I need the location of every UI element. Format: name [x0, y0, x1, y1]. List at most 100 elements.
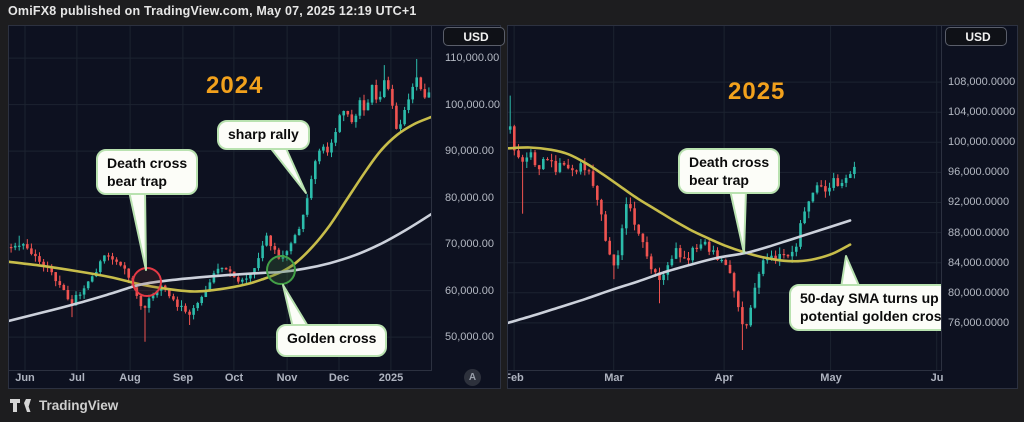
- candle-up: [674, 242, 678, 260]
- price-axis-2025[interactable]: USD 108,000.0000 104,000.0000 100,000.0000…: [941, 26, 1017, 368]
- candle-down: [836, 174, 840, 187]
- candle-down: [115, 257, 118, 265]
- candle-down: [66, 285, 70, 301]
- candle-up: [147, 294, 151, 313]
- candle-up: [90, 275, 94, 283]
- candle-down: [641, 233, 645, 248]
- 50-day-sma-line: [9, 115, 431, 293]
- candle-up: [383, 65, 386, 99]
- 200-day-sma-line: [9, 213, 431, 323]
- candle-up: [795, 243, 798, 257]
- candle-up: [245, 274, 248, 284]
- time-axis-2025[interactable]: Feb Mar Apr May Ju: [508, 368, 1017, 388]
- candle-down: [608, 237, 611, 256]
- chart-plot-2025[interactable]: 2025 Death cross bear trap 50-day SMA turns…: [508, 26, 942, 371]
- time-tick-label: May: [820, 372, 842, 384]
- candle-down: [745, 323, 748, 329]
- candle-down: [513, 124, 516, 156]
- candle-down: [374, 79, 378, 104]
- price-tick-label: 108,000.0000: [948, 76, 1016, 88]
- candlestick-series: [9, 59, 431, 342]
- candle-down: [637, 224, 640, 236]
- chart-plot-2024[interactable]: 2024 Death cross bear trap sharp rally Golde…: [9, 26, 432, 371]
- candle-up: [807, 200, 811, 219]
- candle-up: [828, 182, 831, 196]
- candle-up: [427, 87, 431, 98]
- price-tick-label: 96,000.0000: [948, 166, 1010, 178]
- circle-golden-cross: [266, 255, 296, 285]
- candle-down: [732, 271, 736, 298]
- time-tick-label: 2025: [378, 372, 404, 384]
- candle-down: [38, 252, 41, 264]
- candle-down: [224, 267, 228, 270]
- candle-up: [691, 246, 694, 263]
- price-tick-label: 88,000.0000: [948, 227, 1010, 239]
- time-tick-label: Apr: [714, 372, 734, 384]
- time-tick-label: Feb: [508, 372, 524, 384]
- candle-up: [82, 285, 86, 299]
- candle-up: [338, 113, 341, 133]
- gridlines: [9, 26, 431, 370]
- candle-down: [26, 239, 29, 250]
- candle-down: [629, 197, 632, 212]
- candle-up: [799, 220, 802, 250]
- candle-up: [358, 97, 362, 119]
- candle-up: [508, 95, 512, 134]
- bubble-golden-cross: Golden cross: [276, 324, 388, 357]
- candle-up: [415, 59, 418, 91]
- candle-down: [391, 84, 394, 109]
- currency-button[interactable]: USD: [443, 27, 505, 46]
- candle-up: [330, 139, 333, 158]
- candle-up: [703, 239, 707, 246]
- candle-down: [395, 102, 398, 130]
- tradingview-brand-link[interactable]: TradingView: [10, 398, 118, 413]
- candle-up: [354, 113, 358, 128]
- candle-up: [849, 171, 852, 179]
- price-tick-label: 76,000.0000: [948, 317, 1010, 329]
- candle-up: [192, 305, 195, 320]
- 200-day-sma-line: [508, 219, 852, 325]
- candle-up: [757, 271, 761, 294]
- candle-up: [265, 232, 268, 247]
- currency-button[interactable]: USD: [945, 27, 1007, 46]
- candle-down: [350, 109, 354, 124]
- candle-down: [587, 168, 591, 175]
- bubble-sharp-rally: sharp rally: [217, 120, 310, 150]
- candle-up: [712, 245, 715, 255]
- price-tick-label: 70,000.00: [445, 238, 494, 250]
- bubble-sma-turns-up: 50-day SMA turns up forpotential golden …: [789, 284, 941, 331]
- candle-up: [558, 158, 562, 174]
- candle-up: [542, 157, 545, 170]
- candle-down: [683, 250, 686, 259]
- candle-up: [815, 182, 819, 195]
- candle-down: [550, 153, 553, 168]
- candle-down: [546, 157, 549, 161]
- candle-up: [620, 224, 624, 260]
- candle-down: [649, 253, 653, 274]
- candle-down: [782, 249, 786, 259]
- candle-down: [273, 242, 277, 254]
- chart-panel-2025: 2025 Death cross bear trap 50-day SMA turns…: [507, 25, 1018, 389]
- candle-up: [301, 214, 305, 233]
- price-axis-2024[interactable]: USD 110,000.00 100,000.00 90,000.00 80,000.…: [431, 26, 505, 368]
- time-axis-2024[interactable]: A Jun Jul Aug Sep Oct Nov Dec 2025: [9, 368, 500, 388]
- auto-scale-button[interactable]: A: [464, 369, 481, 386]
- time-tick-label: Sep: [172, 372, 194, 384]
- candle-down: [695, 244, 699, 253]
- price-tick-label: 80,000.00: [445, 192, 494, 204]
- time-tick-label: Dec: [328, 372, 350, 384]
- annotation-overlay: [128, 145, 310, 329]
- candle-up: [103, 255, 106, 264]
- candle-down: [423, 83, 427, 99]
- time-tick-label: Jul: [69, 372, 85, 384]
- price-tick-label: 100,000.00: [445, 99, 501, 111]
- candle-up: [22, 242, 25, 250]
- candle-up: [749, 305, 752, 327]
- chart-canvas: [9, 26, 431, 370]
- time-tick-label: Mar: [604, 372, 624, 384]
- candle-down: [537, 164, 541, 176]
- candle-up: [811, 192, 815, 203]
- candle-down: [566, 158, 570, 170]
- candle-down: [724, 258, 728, 266]
- price-tick-label: 90,000.00: [445, 145, 494, 157]
